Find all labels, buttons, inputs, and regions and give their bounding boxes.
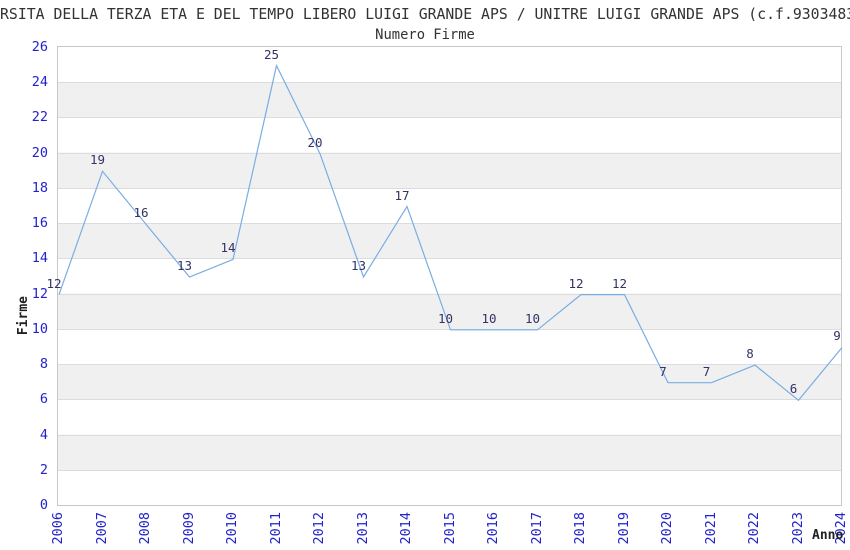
y-axis-title: Firme [16, 295, 31, 335]
x-tick-label: 2020 [659, 512, 675, 545]
x-tick-label: 2023 [789, 512, 806, 545]
data-point-label: 7 [659, 363, 667, 379]
x-tick-label: 2008 [137, 512, 153, 545]
y-tick-label: 12 [31, 285, 48, 302]
gridline [58, 399, 841, 401]
data-point-label: 6 [789, 381, 798, 397]
y-tick-label: 24 [31, 74, 48, 91]
x-tick-label: 2015 [441, 512, 458, 545]
plot-area [57, 46, 843, 506]
gridline [58, 152, 841, 154]
data-point-label: 20 [307, 134, 323, 150]
x-tick-label: 2016 [485, 512, 501, 545]
gridline [58, 434, 841, 436]
data-point-label: 10 [524, 310, 541, 326]
data-point-label: 12 [568, 275, 584, 291]
line-series [58, 63, 843, 402]
x-tick-label: 2018 [572, 512, 588, 545]
x-tick-label: 2014 [398, 512, 414, 545]
y-tick-label: 18 [31, 179, 48, 196]
data-point-label: 17 [394, 187, 410, 203]
gridline [58, 82, 841, 84]
gridline [58, 187, 841, 189]
data-point-label: 25 [263, 46, 280, 62]
x-tick-label: 2021 [702, 512, 719, 545]
data-point-label: 13 [350, 258, 367, 273]
gridline [58, 258, 841, 260]
gridline [58, 469, 841, 471]
gridline [58, 223, 841, 225]
y-tick-label: 14 [31, 250, 48, 267]
data-point-label: 14 [220, 240, 236, 256]
y-tick-label: 8 [39, 356, 48, 373]
gridline [58, 364, 841, 366]
y-tick-label: 4 [39, 426, 48, 443]
gridline [58, 117, 841, 119]
data-point-label: 13 [176, 258, 193, 273]
y-tick-label: 20 [31, 144, 48, 161]
x-tick-label: 2017 [528, 512, 545, 545]
gridline [58, 328, 841, 330]
y-tick-label: 16 [31, 215, 48, 232]
data-point-label: 10 [437, 310, 454, 326]
gridline [58, 293, 841, 295]
data-point-label: 8 [746, 346, 754, 362]
x-tick-label: 2006 [50, 512, 66, 545]
y-tick-label: 6 [39, 391, 48, 408]
data-point-label: 9 [833, 328, 841, 344]
y-tick-label: 26 [31, 39, 48, 55]
x-tick-label: 2012 [311, 512, 327, 545]
data-point-label: 7 [702, 363, 711, 379]
chart-subtitle: Numero Firme [375, 27, 475, 43]
x-tick-label: 2011 [267, 512, 284, 545]
data-point-label: 19 [89, 152, 106, 168]
chart-title: RSITA DELLA TERZA ETA E DEL TEMPO LIBERO… [0, 6, 850, 23]
data-point-label: 10 [481, 310, 497, 326]
y-tick-label: 22 [31, 109, 48, 126]
y-tick-label: 10 [31, 320, 48, 337]
y-tick-label: 2 [39, 461, 48, 478]
x-tick-label: 2010 [224, 512, 240, 545]
data-point-label: 16 [133, 205, 149, 221]
x-tick-label: 2019 [615, 512, 632, 545]
data-point-label: 12 [611, 275, 628, 291]
x-tick-label: 2022 [746, 512, 762, 545]
x-tick-label: 2013 [354, 512, 371, 545]
x-tick-label: 2007 [93, 512, 110, 545]
y-tick-label: 0 [39, 497, 48, 513]
data-point-label: 12 [46, 275, 62, 291]
x-tick-label: 2009 [180, 512, 197, 545]
x-axis-title: Anno [812, 528, 844, 543]
